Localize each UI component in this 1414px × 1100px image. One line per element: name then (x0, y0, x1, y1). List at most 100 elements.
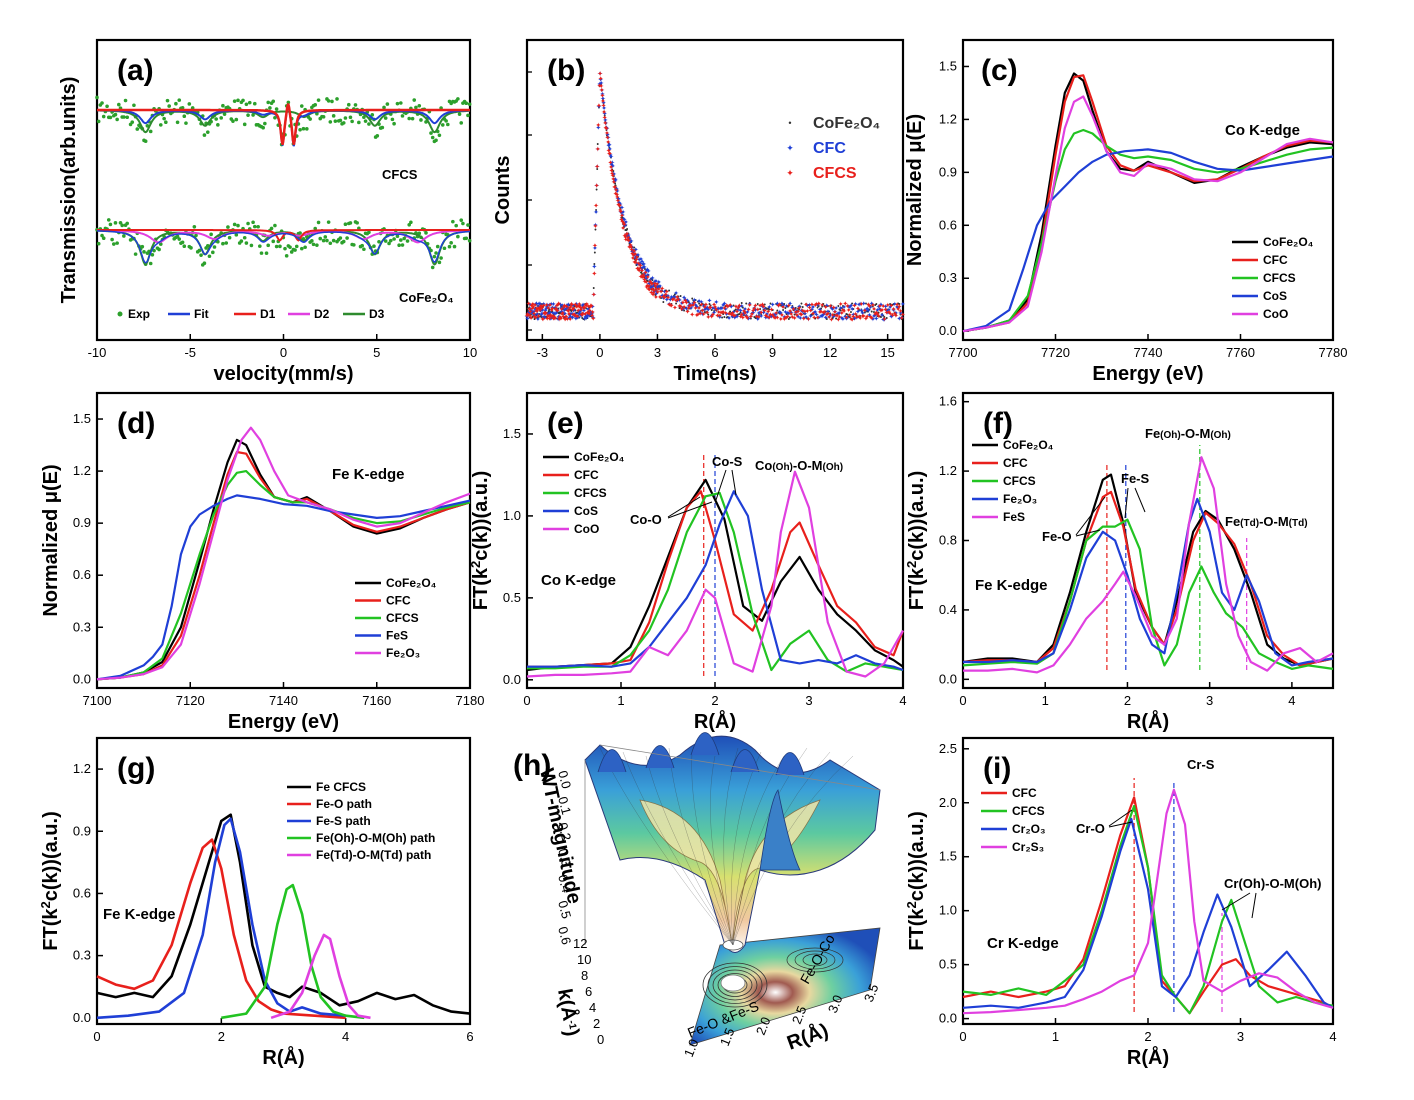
data-point (222, 112, 227, 116)
data-point: ✦ (735, 306, 741, 314)
data-point: • (527, 306, 530, 313)
x-tick-label: 7140 (269, 693, 298, 708)
data-point: • (679, 293, 682, 300)
data-point (311, 242, 316, 247)
data-point: • (727, 315, 730, 322)
data-point: ✦ (591, 291, 597, 299)
data-point (383, 116, 388, 120)
data-point (189, 246, 193, 250)
data-point: ✦ (596, 103, 602, 111)
data-point (461, 221, 465, 226)
data-point (375, 133, 380, 138)
data-point: ✦ (734, 313, 740, 321)
data-point (447, 244, 452, 249)
data-point: ✦ (777, 309, 783, 317)
data-point: ✦ (561, 306, 567, 314)
data-point: ✦ (747, 301, 753, 309)
data-point: ✦ (723, 305, 729, 313)
data-point: • (622, 225, 625, 232)
data-point (273, 116, 277, 120)
data-point: • (714, 306, 717, 313)
data-point (345, 236, 349, 240)
data-point: ✦ (598, 76, 604, 84)
data-point: • (668, 288, 671, 295)
data-point: • (534, 312, 537, 319)
x-tick-label: 7760 (1226, 345, 1255, 360)
data-point: ✦ (532, 312, 538, 320)
data-point (113, 221, 118, 225)
legend-entry: FeS (1003, 510, 1025, 524)
data-point: ✦ (597, 81, 603, 89)
data-point: • (670, 302, 673, 309)
y-tick-label: 0.5 (939, 957, 957, 972)
annotation-arrow (1134, 487, 1146, 513)
data-point: • (880, 315, 883, 322)
data-point (266, 100, 271, 105)
series-line-fe2o3 (96, 426, 471, 681)
data-point: • (660, 295, 663, 302)
data-point (252, 101, 257, 106)
legend-entry: Cr₂S₃ (1012, 840, 1044, 854)
data-point: ✦ (605, 139, 611, 147)
data-point: • (888, 307, 891, 314)
panel-i: 0 1 2 3 4 0.0 0.5 1.0 1.5 2.0 2.5 R(Å) FT(k2c(k))(a.… (904, 736, 1337, 1069)
data-point: • (697, 299, 700, 306)
data-point: • (578, 309, 581, 316)
data-point: ✦ (563, 306, 569, 314)
data-point: • (598, 105, 601, 112)
data-point: ✦ (603, 119, 609, 127)
panel-label: (i) (983, 752, 1011, 785)
data-point: • (549, 310, 552, 317)
data-point: • (656, 289, 659, 296)
data-point (466, 113, 470, 118)
data-point: • (636, 252, 639, 259)
data-point: ✦ (646, 280, 652, 288)
data-point: • (852, 306, 855, 313)
data-point: • (576, 313, 579, 320)
y-tick-label: 0.8 (939, 533, 957, 548)
data-point: • (766, 307, 769, 314)
data-point: ✦ (679, 300, 685, 308)
data-point: • (696, 305, 699, 312)
data-point (454, 223, 458, 228)
data-point (164, 120, 168, 124)
data-point: • (734, 308, 737, 315)
data-point: ✦ (618, 208, 624, 216)
data-point (301, 126, 306, 131)
data-point: • (591, 310, 594, 317)
data-point: • (839, 308, 842, 315)
data-point: ✦ (611, 170, 617, 178)
data-point: ✦ (631, 251, 637, 259)
data-point: • (587, 310, 590, 317)
data-point: ✦ (560, 302, 566, 310)
legend-entry: D1 (260, 307, 276, 321)
data-point: • (653, 283, 656, 290)
legend-entry: Cr₂O₃ (1012, 822, 1046, 836)
data-point: • (548, 308, 551, 315)
data-point: • (597, 125, 600, 132)
data-point: • (645, 279, 648, 286)
data-point: ✦ (701, 303, 707, 311)
y-axis-label: Transmission(arb.units) (58, 77, 80, 304)
x-tick-label: -3 (537, 345, 549, 360)
data-point (111, 242, 116, 246)
data-point: ✦ (695, 307, 701, 315)
data-point: • (591, 312, 594, 319)
data-point: • (557, 306, 560, 313)
data-point: ✦ (780, 302, 786, 310)
data-point: • (605, 121, 608, 128)
data-point (335, 97, 339, 101)
data-point (383, 239, 388, 243)
data-point: ✦ (574, 301, 580, 309)
data-point: ✦ (594, 163, 600, 171)
data-point: • (602, 98, 605, 105)
data-point: • (767, 306, 770, 313)
y-tick-label: 0.4 (939, 602, 957, 617)
data-point (158, 123, 163, 127)
data-point: ✦ (637, 260, 643, 268)
data-point: • (765, 306, 768, 313)
data-point: ✦ (524, 313, 530, 321)
y-tick-label: 0.0 (939, 671, 957, 686)
data-point: ✦ (640, 260, 646, 268)
data-point: ✦ (554, 308, 560, 316)
